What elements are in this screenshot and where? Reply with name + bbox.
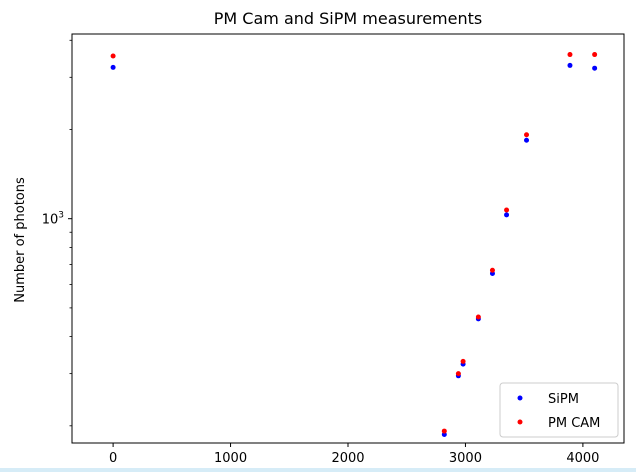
x-tick-label: 3000 [449, 451, 482, 466]
y-axis-label: Number of photons [13, 177, 28, 303]
legend-box [499, 382, 619, 438]
plot-area-frame [71, 33, 625, 444]
data-point [592, 52, 598, 58]
data-point [489, 267, 495, 273]
data-point [567, 52, 573, 58]
data-point [475, 314, 481, 320]
x-tick-label: 0 [109, 451, 117, 466]
legend-marker [517, 419, 523, 425]
legend: SiPM PM CAM [499, 382, 619, 438]
y-axis-ticks: 103 [42, 39, 72, 427]
x-axis-ticks: 0 1000 2000 3000 4000 [109, 443, 599, 466]
data-point [524, 137, 530, 143]
x-tick-label: 1000 [214, 451, 247, 466]
data-point [441, 428, 447, 434]
data-point [110, 64, 116, 70]
window-bottom-edge [0, 468, 636, 472]
data-point [460, 358, 466, 364]
data-point [524, 132, 530, 138]
data-point [592, 65, 598, 71]
x-tick-label: 4000 [566, 451, 599, 466]
data-point [504, 212, 510, 218]
y-tick-label: 103 [42, 211, 64, 228]
legend-label: SiPM [548, 392, 579, 407]
data-point [455, 371, 461, 377]
legend-marker [517, 395, 523, 401]
legend-label: PM CAM [548, 416, 600, 431]
data-point [110, 53, 116, 59]
x-tick-label: 2000 [331, 451, 364, 466]
data-point [504, 207, 510, 213]
chart-title: PM Cam and SiPM measurements [214, 9, 482, 28]
data-point [567, 62, 573, 68]
data-points [110, 52, 598, 437]
